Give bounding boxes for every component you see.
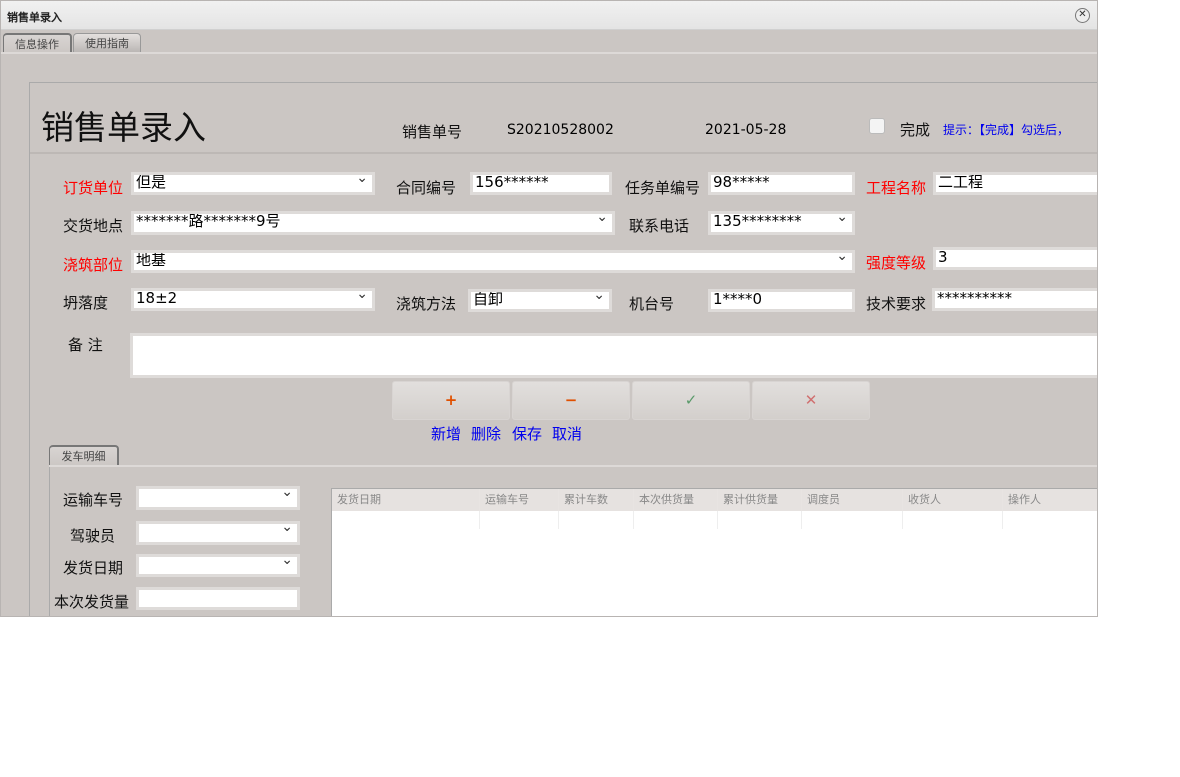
cancel-link[interactable]: 取消 <box>552 425 583 443</box>
remark-textarea[interactable] <box>130 333 1097 378</box>
customer-select[interactable]: 但是 <box>131 172 375 195</box>
machine-label: 机台号 <box>629 295 675 313</box>
hint-text: 提示：【完成】勾选后， <box>943 123 1070 137</box>
col-header[interactable]: 累计供货量 <box>718 489 802 511</box>
phone-select[interactable]: 135******** <box>708 211 855 235</box>
grid-cell <box>802 511 903 529</box>
qty-input[interactable] <box>136 587 300 610</box>
customer-label: 订货单位 <box>63 179 124 197</box>
col-header[interactable]: 发货日期 <box>332 489 480 511</box>
done-label: 完成 <box>900 121 931 139</box>
qty-label: 本次发货量 <box>54 593 130 611</box>
cancel-button[interactable]: ✕ <box>752 381 870 420</box>
close-button[interactable]: ✕ <box>1075 8 1090 23</box>
header-divider <box>30 152 1097 154</box>
tab-divider <box>1 52 1097 54</box>
remark-label: 备 注 <box>68 336 103 354</box>
add-button[interactable]: + <box>392 381 510 420</box>
delete-button[interactable]: − <box>512 381 630 420</box>
col-header[interactable]: 调度员 <box>802 489 903 511</box>
dialog-window: 销售单录入 ✕ 信息操作 使用指南 销售单录入 销售单号 S2021052800… <box>0 0 1098 617</box>
dispatch-grid[interactable]: 发货日期 运输车号 累计车数 本次供货量 累计供货量 调度员 收货人 操作人 <box>331 488 1097 616</box>
truck-select[interactable] <box>136 486 300 510</box>
driver-label: 驾驶员 <box>70 527 116 545</box>
col-header[interactable]: 累计车数 <box>559 489 634 511</box>
grid-cell <box>903 511 1003 529</box>
order-date: 2021-05-28 <box>705 122 787 138</box>
order-no-label: 销售单号 <box>402 123 463 141</box>
tab-info[interactable]: 信息操作 <box>3 33 72 54</box>
contract-label: 合同编号 <box>396 179 457 197</box>
method-label: 浇筑方法 <box>396 295 457 313</box>
grid-cell <box>634 511 718 529</box>
title-bar: 销售单录入 ✕ <box>1 1 1097 30</box>
detail-panel-border <box>49 467 50 616</box>
minus-icon: − <box>564 391 578 409</box>
col-header[interactable]: 收货人 <box>903 489 1003 511</box>
tab-guide[interactable]: 使用指南 <box>73 33 141 53</box>
add-link[interactable]: 新增 <box>431 425 462 443</box>
window-title: 销售单录入 <box>7 11 62 24</box>
part-select[interactable]: 地基 <box>131 250 855 273</box>
subtab-divider <box>49 465 1097 467</box>
grade-input[interactable]: 3 <box>933 247 1097 270</box>
grid-cell <box>480 511 559 529</box>
project-input[interactable]: 二工程 <box>933 172 1097 195</box>
delete-link[interactable]: 删除 <box>471 425 502 443</box>
grid-cell <box>332 511 480 529</box>
ship-date-select[interactable] <box>136 554 300 577</box>
driver-select[interactable] <box>136 521 300 545</box>
save-button[interactable]: ✓ <box>632 381 750 420</box>
address-select[interactable]: *******路*******9号 <box>131 211 615 235</box>
task-label: 任务单编号 <box>625 179 701 197</box>
address-label: 交货地点 <box>63 217 124 235</box>
truck-label: 运输车号 <box>63 491 124 509</box>
method-select[interactable]: 自卸 <box>468 289 612 312</box>
grid-cell <box>718 511 802 529</box>
ship-date-label: 发货日期 <box>63 559 124 577</box>
col-header[interactable]: 运输车号 <box>480 489 559 511</box>
project-label: 工程名称 <box>866 179 927 197</box>
task-input[interactable]: 98***** <box>708 172 855 195</box>
grade-label: 强度等级 <box>866 254 927 272</box>
tech-label: 技术要求 <box>866 295 927 313</box>
x-icon: ✕ <box>804 391 818 409</box>
machine-input[interactable]: 1****0 <box>708 289 855 312</box>
tech-input[interactable]: ********** <box>932 288 1097 311</box>
done-checkbox[interactable] <box>869 118 885 134</box>
form-panel <box>29 82 1097 616</box>
col-header[interactable]: 操作人 <box>1003 489 1097 511</box>
col-header[interactable]: 本次供货量 <box>634 489 718 511</box>
slump-label: 坍落度 <box>63 294 109 312</box>
plus-icon: + <box>444 391 458 409</box>
slump-select[interactable]: 18±2 <box>131 288 375 311</box>
contract-input[interactable]: 156****** <box>470 172 612 195</box>
page-title: 销售单录入 <box>41 108 206 147</box>
phone-label: 联系电话 <box>629 217 690 235</box>
tab-dispatch-detail[interactable]: 发车明细 <box>49 445 119 467</box>
save-link[interactable]: 保存 <box>512 425 543 443</box>
order-no: S20210528002 <box>507 122 614 138</box>
check-icon: ✓ <box>684 391 698 409</box>
part-label: 浇筑部位 <box>63 256 124 274</box>
grid-cell <box>559 511 634 529</box>
